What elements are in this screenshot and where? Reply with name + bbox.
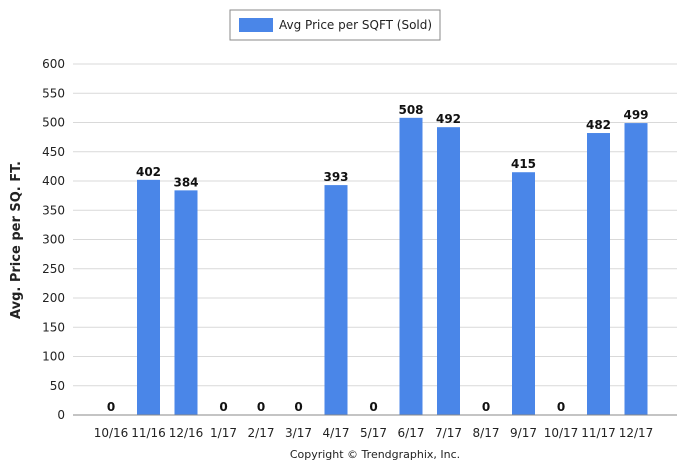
y-tick-label: 350 [42, 203, 65, 217]
bar [587, 133, 610, 415]
y-tick-label: 550 [42, 86, 65, 100]
data-label: 0 [557, 400, 565, 414]
x-tick-label: 1/17 [210, 426, 237, 440]
x-tick-label: 10/16 [94, 426, 129, 440]
y-tick-label: 50 [50, 379, 65, 393]
x-tick-label: 9/17 [510, 426, 537, 440]
data-label: 393 [323, 170, 348, 184]
x-tick-label: 11/16 [131, 426, 166, 440]
y-tick-label: 150 [42, 320, 65, 334]
data-label: 499 [623, 108, 648, 122]
y-tick-label: 0 [57, 408, 65, 422]
bar [137, 179, 160, 415]
bars [137, 117, 648, 416]
y-tick-label: 300 [42, 233, 65, 247]
data-label: 482 [586, 118, 611, 132]
x-tick-label: 6/17 [398, 426, 425, 440]
y-tick-label: 500 [42, 116, 65, 130]
data-label: 0 [482, 400, 490, 414]
legend-label: Avg Price per SQFT (Sold) [279, 18, 432, 32]
bar [399, 117, 423, 415]
x-tick-label: 3/17 [285, 426, 312, 440]
y-tick-label: 200 [42, 291, 65, 305]
data-label: 402 [136, 165, 161, 179]
x-tick-label: 12/16 [169, 426, 204, 440]
data-label: 415 [511, 157, 536, 171]
x-tick-label: 2/17 [248, 426, 275, 440]
x-tick-label: 7/17 [435, 426, 462, 440]
bar [512, 172, 535, 415]
data-labels: 0 402 384 0 0 0 393 0 508 492 0 415 0 482 499 [107, 103, 649, 414]
y-tick-label: 450 [42, 145, 65, 159]
x-tick-label: 8/17 [473, 426, 500, 440]
y-tick-label: 100 [42, 350, 65, 364]
data-label: 0 [107, 400, 115, 414]
data-label: 508 [398, 103, 423, 117]
y-tick-label: 250 [42, 262, 65, 276]
data-label: 0 [219, 400, 227, 414]
bar [324, 185, 348, 415]
bar [624, 123, 648, 416]
gridlines [73, 63, 677, 416]
legend: Avg Price per SQFT (Sold) [229, 9, 441, 41]
bar [437, 127, 460, 416]
x-tick-label: 11/17 [581, 426, 616, 440]
copyright-text: Copyright © Trendgraphix, Inc. [290, 448, 460, 461]
data-label: 492 [436, 112, 461, 126]
x-tick-label: 5/17 [360, 426, 387, 440]
x-tick-label: 4/17 [323, 426, 350, 440]
y-tick-labels: 0 50 100 150 200 250 300 350 400 450 500 550 600 [42, 57, 65, 422]
data-label: 0 [369, 400, 377, 414]
x-tick-labels: 10/16 11/16 12/16 1/17 2/17 3/17 4/17 5/17 6/17 7… [94, 426, 654, 440]
x-tick-label: 12/17 [619, 426, 654, 440]
data-label: 0 [294, 400, 302, 414]
legend-swatch [239, 18, 273, 32]
data-label: 0 [257, 400, 265, 414]
data-label: 384 [173, 175, 198, 189]
y-axis-label: Avg. Price per SQ. FT. [9, 161, 24, 319]
y-tick-label: 400 [42, 174, 65, 188]
y-tick-label: 600 [42, 57, 65, 71]
bar [174, 190, 198, 415]
x-tick-label: 10/17 [544, 426, 579, 440]
